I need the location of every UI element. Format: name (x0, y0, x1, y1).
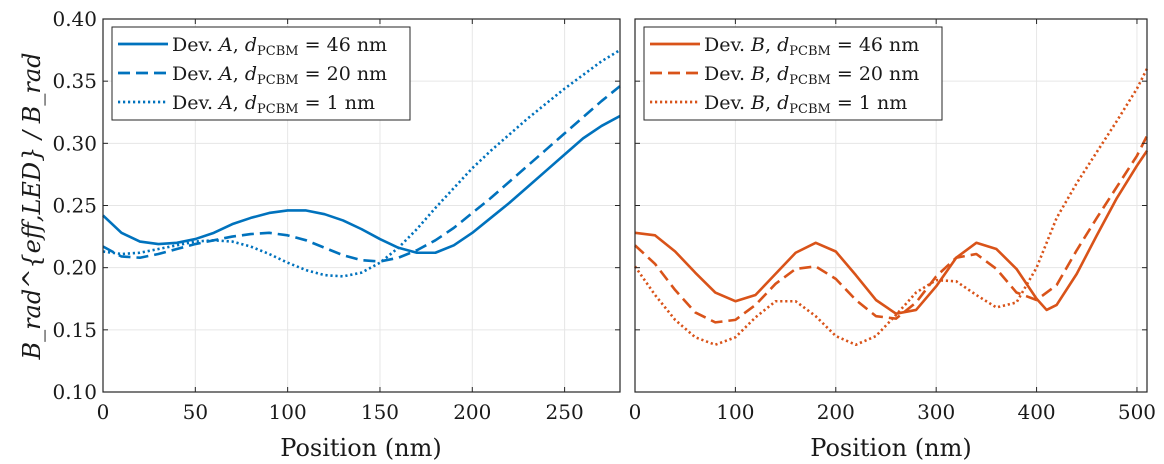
legend-text-d: d (777, 92, 789, 114)
legend-text-mid: , (233, 34, 245, 56)
x-tick-label: 200 (453, 400, 491, 424)
legend-text-d: d (245, 63, 257, 85)
legend-text-eq: = 46 nm (831, 34, 919, 56)
legend-text-eq: = 20 nm (299, 63, 387, 85)
left-series-group (102, 48, 621, 278)
legend-entry-label: Dev. A, dPCBM = 1 nm (172, 92, 375, 117)
y-tick-label: 0.10 (52, 380, 97, 404)
x-tick-label: 250 (546, 400, 584, 424)
right-chart-panel: 0 100 200 300 400 500 Position (nm) Dev. B, d… (629, 18, 1156, 462)
legend-text-d: d (777, 63, 789, 85)
x-tick-label: 0 (629, 400, 642, 424)
x-tick-label: 400 (1017, 400, 1055, 424)
legend-text-mid: , (765, 34, 777, 56)
legend-text-pre: Dev. (704, 34, 751, 56)
legend-text-dev: A (217, 92, 233, 114)
x-tick-label: 200 (817, 400, 855, 424)
legend-entry-label: Dev. A, dPCBM = 46 nm (172, 34, 387, 59)
series-line-solid (102, 114, 621, 255)
legend-text-pre: Dev. (704, 92, 751, 114)
legend-text-dev: B (750, 34, 765, 56)
legend-text-d: d (777, 34, 789, 56)
legend-text-mid: , (233, 63, 245, 85)
right-x-axis-label: Position (nm) (810, 434, 971, 462)
left-x-axis-label: Position (nm) (280, 434, 441, 462)
left-ticks: 0 50 100 150 200 250 0.10 0.15 0.20 0.25 0.30 0.35 0… (52, 7, 620, 424)
series-line-dotted (633, 68, 1149, 347)
legend-text-pre: Dev. (172, 92, 219, 114)
x-tick-label: 50 (183, 400, 208, 424)
legend-entry-label: Dev. A, dPCBM = 20 nm (172, 63, 387, 88)
series-line-dashed (102, 85, 621, 263)
legend-text-sub: PCBM (789, 102, 831, 117)
x-tick-label: 0 (97, 400, 110, 424)
legend-text-sub: PCBM (257, 102, 299, 117)
legend-text-eq: = 1 nm (831, 92, 907, 114)
series-line-dotted (102, 48, 621, 278)
y-tick-label: 0.15 (52, 318, 97, 342)
legend-text-sub: PCBM (257, 44, 299, 59)
legend-text-dev: A (217, 34, 233, 56)
y-tick-label: 0.40 (52, 7, 97, 31)
legend-text-dev: B (750, 92, 765, 114)
x-tick-label: 100 (269, 400, 307, 424)
legend-text-pre: Dev. (704, 63, 751, 85)
right-ticks: 0 100 200 300 400 500 (629, 18, 1156, 424)
legend-text-mid: , (765, 92, 777, 114)
legend-text-eq: = 20 nm (831, 63, 919, 85)
legend-text-sub: PCBM (257, 73, 299, 88)
left-chart-panel: 0 50 100 150 200 250 0.10 0.15 0.20 0.25 0.30 0.35 0… (18, 7, 621, 462)
x-tick-label: 500 (1118, 400, 1156, 424)
legend-text-eq: = 46 nm (299, 34, 387, 56)
legend-text-mid: , (233, 92, 245, 114)
legend-text-sub: PCBM (789, 73, 831, 88)
x-tick-label: 100 (716, 400, 754, 424)
legend-text-dev: A (217, 63, 233, 85)
right-series-group (633, 68, 1149, 347)
y-tick-label: 0.30 (52, 131, 97, 155)
legend-text-dev: B (750, 63, 765, 85)
legend-text-pre: Dev. (172, 63, 219, 85)
x-tick-label: 300 (917, 400, 955, 424)
left-y-axis-label: B_rad^{eff,LED} / B_rad (18, 52, 46, 360)
legend-entry-label: Dev. B, dPCBM = 46 nm (704, 34, 919, 59)
legend-text-d: d (245, 92, 257, 114)
y-tick-label: 0.20 (52, 256, 97, 280)
legend-text-d: d (245, 34, 257, 56)
legend-text-mid: , (765, 63, 777, 85)
series-line-dashed (634, 135, 1149, 324)
legend-text-pre: Dev. (172, 34, 219, 56)
legend-entry-label: Dev. B, dPCBM = 1 nm (704, 92, 907, 117)
y-tick-label: 0.35 (52, 69, 97, 93)
legend-text-eq: = 1 nm (299, 92, 375, 114)
x-tick-label: 150 (361, 400, 399, 424)
y-tick-label: 0.25 (52, 194, 97, 218)
legend-text-sub: PCBM (789, 44, 831, 59)
legend-entry-label: Dev. B, dPCBM = 20 nm (704, 63, 919, 88)
